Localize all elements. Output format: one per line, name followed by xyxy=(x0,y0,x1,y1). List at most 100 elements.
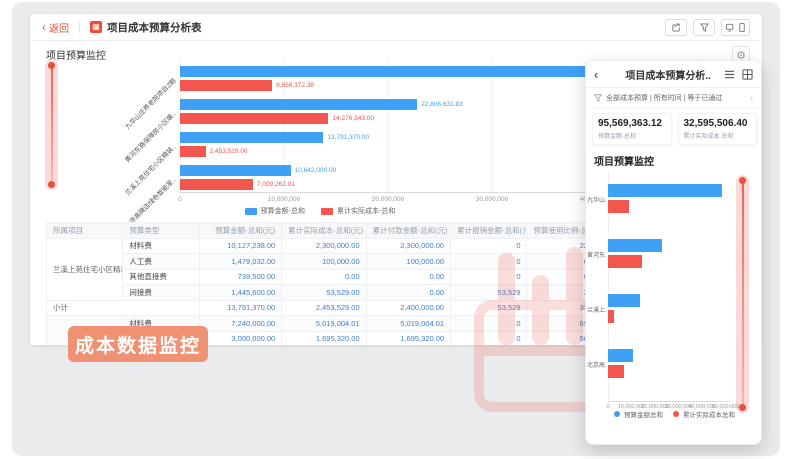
table-cell: 100,000.00 xyxy=(281,253,367,270)
legend-label: 预算金额-总和 xyxy=(260,208,305,215)
table-cell: 53,529.00 xyxy=(281,284,367,301)
bar-actual-cost xyxy=(608,310,614,323)
category-label: 九华山.. xyxy=(587,198,607,204)
x-tick-label: 50,000,000 xyxy=(711,404,740,410)
table-cell: 2,300,000.00 xyxy=(365,237,452,254)
x-tick-label: 0 xyxy=(606,404,610,410)
bar-budget xyxy=(608,294,641,307)
slider-handle-bottom[interactable] xyxy=(48,181,55,188)
mobile-preview-panel: ‹ 项目成本预算分析.. 全部成本预算 | 所有时间 | 等于已通过 › 95,… xyxy=(585,60,762,445)
bar-value-label: 22,806,631.83 xyxy=(421,101,463,108)
mobile-section-title: 项目预算监控 xyxy=(594,157,654,168)
bar-value-label: 7,009,262.01 xyxy=(256,181,295,188)
table-cell: 0 xyxy=(450,315,528,332)
legend-item[interactable]: 累计实际成本-总和 xyxy=(321,206,395,216)
slider-handle-bottom[interactable] xyxy=(739,404,746,411)
back-button[interactable]: ‹ 返回 xyxy=(42,20,69,35)
table-row: 人工费1,479,032.00100,000.00100,000.0006.76… xyxy=(47,253,612,270)
header-toolbar xyxy=(665,18,750,36)
slider-handle-top[interactable] xyxy=(739,177,746,184)
mobile-zoom-slider[interactable] xyxy=(736,175,749,413)
chart-zoom-slider[interactable] xyxy=(45,60,58,190)
mobile-filter-text: 全部成本预算 | 所有时间 | 等于已通过 xyxy=(606,95,723,102)
table-body: 兰溪上苑住宅小区精装修第...材料费10,127,238.002,300,000… xyxy=(45,237,612,345)
table-cell: 0.00 xyxy=(365,268,452,285)
mobile-filter-bar[interactable]: 全部成本预算 | 所有时间 | 等于已通过 › xyxy=(586,88,761,109)
legend-item[interactable]: 预算金额-总和 xyxy=(244,206,305,216)
table-cell: 材料费 xyxy=(122,237,200,254)
metric-card-actual-cost: 32,595,506.40 累计实际成本·总和 xyxy=(677,113,757,145)
legend-item[interactable]: 累计实际成本总和 xyxy=(673,409,735,419)
slider-track xyxy=(50,66,53,184)
table-cell: 0.00 xyxy=(365,284,452,301)
bar-budget xyxy=(608,184,722,197)
table-cell: 其他直接费 xyxy=(122,268,200,285)
back-label: 返回 xyxy=(49,23,69,35)
table-cell: 2,400,000.00 xyxy=(365,299,452,316)
table-header-row: 所属项目 预算类型 预算金额-总和(元) 累计实际成本-总和(元) 累计付款金额-总和(… xyxy=(45,222,612,239)
table-header-cell: 累计报销金额-总和(元) xyxy=(450,222,528,239)
legend-item[interactable]: 预算金额总和 xyxy=(614,409,663,419)
table-cell: 53,529 xyxy=(450,299,528,316)
bar-value-label: 8,856,372.38 xyxy=(276,82,315,89)
bar-actual-cost xyxy=(180,80,273,91)
table-cell: 2,300,000.00 xyxy=(281,237,367,254)
bar-budget xyxy=(608,349,633,362)
bar-budget xyxy=(180,99,418,110)
table-cell: 0 xyxy=(450,330,528,345)
device-preview-button[interactable] xyxy=(721,18,750,36)
report-icon: ▦ xyxy=(90,21,102,33)
legend-dot-icon xyxy=(614,411,620,417)
table-cell: 1,695,320.00 xyxy=(281,330,367,345)
bar-actual-cost xyxy=(608,255,642,268)
bar-budget xyxy=(180,66,683,77)
share-button[interactable] xyxy=(665,18,687,36)
bar-value-label: 10,642,000.00 xyxy=(294,167,337,174)
bar-budget xyxy=(180,132,324,143)
gridline xyxy=(180,58,181,192)
x-tick-label: 30,000,000 xyxy=(664,404,693,410)
legend-label: 累计实际成本总和 xyxy=(683,412,735,419)
metric-label: 预算金额·总和 xyxy=(598,134,636,140)
table-cell: 5,019,004.01 xyxy=(365,315,452,332)
table-cell: 0 xyxy=(450,237,528,254)
budget-table: 所属项目 预算类型 预算金额-总和(元) 累计实际成本-总和(元) 累计付款金额-总和(… xyxy=(45,222,612,345)
metric-label: 累计实际成本·总和 xyxy=(683,134,734,140)
mobile-x-axis xyxy=(608,401,730,402)
table-row: 小计 13,791,370.00 2,453,529.00 2,400,000.00 5… xyxy=(46,299,612,316)
section-title: 项目预算监控 xyxy=(46,51,106,62)
slider-track xyxy=(741,179,744,409)
section-row: 项目预算监控 xyxy=(30,41,762,62)
chevron-left-icon: ‹ xyxy=(42,20,46,34)
table-cell: 0.00 xyxy=(281,268,367,285)
table-cell: 1,479,032.00 xyxy=(198,253,283,270)
slider-handle-top[interactable] xyxy=(48,62,55,69)
budget-table-wrap: 所属项目 预算类型 预算金额-总和(元) 累计实际成本-总和(元) 累计付款金额-总和(… xyxy=(45,222,612,345)
page-title: 项目成本预算分析表 xyxy=(107,21,202,34)
mobile-y-axis xyxy=(608,171,609,401)
table-header-cell: 累计实际成本-总和(元) xyxy=(281,222,367,239)
filter-button[interactable] xyxy=(693,18,715,36)
x-tick-label: 20,000,000 xyxy=(371,196,405,203)
bar-actual-cost xyxy=(608,200,629,213)
x-tick-label: 0 xyxy=(178,196,182,203)
metric-card-budget: 95,569,363.12 预算金额·总和 xyxy=(592,113,672,145)
chevron-right-icon: › xyxy=(750,93,753,103)
table-cell: 间接费 xyxy=(122,284,200,301)
grid-view-icon[interactable] xyxy=(742,68,753,80)
bar-actual-cost xyxy=(608,365,625,378)
bar-budget xyxy=(180,165,291,176)
x-tick-label: 10,000,000 xyxy=(617,404,646,410)
annotation-badge: 成本数据监控 xyxy=(68,326,208,362)
mobile-chart-plot: 九华山.. 黄河东.. 兰溪上.. 北京高.. 0 10,000,000 20,000,00… xyxy=(586,171,761,421)
mobile-back-button[interactable]: ‹ xyxy=(594,66,599,82)
table-header-cell: 预算类型 xyxy=(122,222,200,239)
outline-list-icon[interactable] xyxy=(724,69,735,80)
table-cell: 2,453,529.00 xyxy=(281,299,367,316)
x-tick-label: 10,000,000 xyxy=(267,196,301,203)
x-axis-line xyxy=(180,192,740,193)
table-header-cell: 累计付款金额-总和(元) xyxy=(365,222,452,239)
table-cell: 0 xyxy=(450,253,528,270)
mobile-header: ‹ 项目成本预算分析.. xyxy=(586,61,761,88)
mobile-title: 项目成本预算分析.. xyxy=(625,70,711,82)
